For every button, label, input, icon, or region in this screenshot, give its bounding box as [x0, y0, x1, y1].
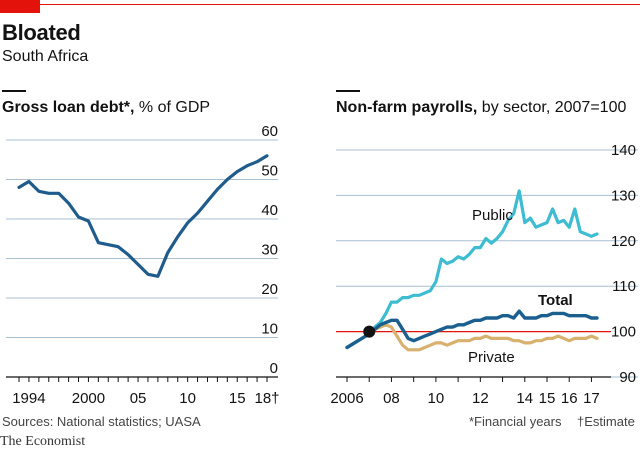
left-panel-title-rest: % of GDP — [134, 99, 211, 116]
financial-years-note: *Financial years — [469, 414, 562, 429]
left-y-tick-label: 10 — [261, 321, 278, 338]
right-x-tick-label: 08 — [383, 390, 400, 407]
left-x-tick-label: 15 — [229, 390, 246, 407]
right-x-tick-label: 2006 — [330, 390, 363, 407]
left-x-tick-label: 05 — [130, 390, 147, 407]
right-y-tick-label: 110 — [612, 278, 636, 295]
right-panel-marker — [336, 90, 360, 92]
chart-subtitle: South Africa — [2, 48, 89, 65]
estimate-note: †Estimate — [577, 414, 635, 429]
brand-tag — [0, 0, 40, 13]
right-x-tick-label: 15 — [539, 390, 556, 407]
source-note: Sources: National statistics; UASA — [2, 414, 201, 429]
left-panel-title-bold: Gross loan debt*, — [2, 99, 135, 116]
right-y-tick-label: 90 — [619, 369, 636, 386]
left-chart-debt: 0 10 20 30 40 50 60 1994 2000 05 10 15 18† — [6, 123, 280, 407]
right-y-tick-label: 120 — [611, 233, 636, 250]
left-x-tick-label: 18† — [254, 390, 279, 407]
series-line-private — [345, 323, 599, 352]
debt-series-line — [17, 154, 269, 278]
right-x-tick-label: 16 — [561, 390, 578, 407]
left-y-tick-label: 20 — [261, 281, 278, 298]
left-panel-marker — [2, 90, 26, 92]
series-line-total — [345, 309, 599, 350]
right-y-tick-label: 130 — [611, 187, 636, 204]
left-y-tick-label: 50 — [261, 163, 278, 180]
left-y-tick-label: 0 — [270, 360, 278, 377]
right-panel-title: Non-farm payrolls, by sector, 2007=100 — [336, 99, 626, 117]
base-year-marker — [363, 325, 376, 338]
left-x-tick-label: 10 — [179, 390, 196, 407]
left-y-tick-label: 40 — [261, 202, 278, 219]
series-label-total: Total — [538, 292, 573, 309]
series-label-public: Public — [472, 207, 513, 224]
right-y-tick-label: 140 — [611, 142, 636, 159]
right-chart-payrolls: 90 100 110 120 130 140 2006 08 10 12 14 15 16 17 Publi… — [330, 142, 638, 407]
right-x-tick-label: 14 — [516, 390, 533, 407]
left-y-tick-label: 30 — [261, 242, 278, 259]
right-x-tick-label: 17 — [583, 390, 600, 407]
left-x-tick-label: 2000 — [72, 390, 105, 407]
left-y-tick-label: 60 — [261, 123, 278, 140]
right-panel-title-bold: Non-farm payrolls, — [336, 99, 478, 116]
top-rule — [0, 4, 640, 5]
series-line-public — [345, 189, 599, 350]
right-x-tick-label: 12 — [472, 390, 489, 407]
right-y-tick-label: 100 — [611, 324, 636, 341]
right-x-tick-label: 10 — [428, 390, 445, 407]
left-x-tick-label: 1994 — [12, 390, 45, 407]
left-panel-title: Gross loan debt*, % of GDP — [2, 99, 210, 117]
economist-logo: The Economist — [0, 434, 86, 449]
right-panel-title-rest: by sector, 2007=100 — [477, 99, 627, 116]
series-label-private: Private — [468, 349, 515, 366]
chart-title: Bloated — [2, 20, 81, 45]
